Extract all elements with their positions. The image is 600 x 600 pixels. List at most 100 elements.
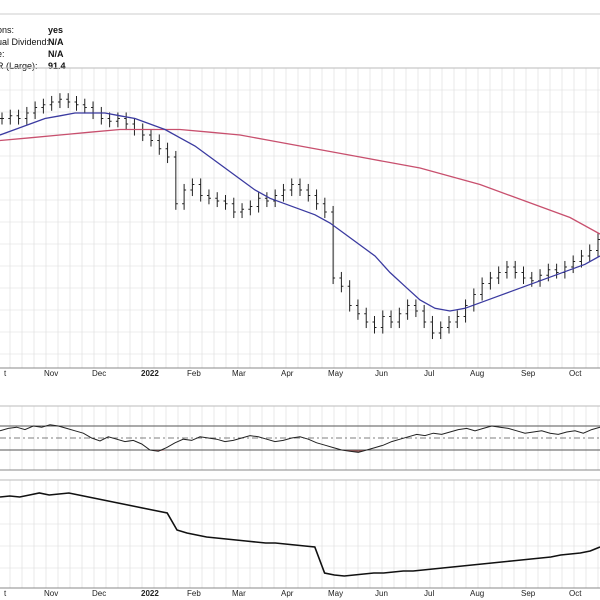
price-bar <box>24 106 29 125</box>
price-bar <box>314 189 319 210</box>
x-tick-label: Nov <box>44 369 58 378</box>
x-tick-label: Oct <box>569 369 582 378</box>
x-tick-label: Sep <box>521 589 536 598</box>
price-bar <box>223 194 228 210</box>
relative-strength-line <box>0 492 600 577</box>
price-bar <box>74 95 79 111</box>
price-bar <box>240 203 245 219</box>
x-axis-labels: t t Nov Nov Dec Dec 2022 2022 Feb Feb Mar Mar Apr Apr… <box>4 369 582 598</box>
info-value-e: N/A <box>48 49 64 59</box>
x-tick-label: Oct <box>569 589 582 598</box>
price-bar <box>289 178 294 197</box>
x-tick-label: Feb <box>187 369 201 378</box>
grid-layer <box>0 68 600 588</box>
x-tick-label: t <box>4 589 7 598</box>
x-tick-label: Dec <box>92 369 106 378</box>
x-tick-label: Dec <box>92 589 106 598</box>
price-bar <box>66 93 71 109</box>
price-bar <box>124 112 129 131</box>
price-bar <box>397 307 402 329</box>
price-bar <box>389 310 394 329</box>
price-bar <box>488 271 493 290</box>
x-tick-label: 2022 <box>141 589 159 598</box>
x-tick-label: May <box>328 369 343 378</box>
info-label-atr: R (Large): <box>0 61 38 71</box>
info-label-options: ons: <box>0 25 14 35</box>
x-tick-label: Jul <box>424 369 434 378</box>
x-tick-label: Mar <box>232 369 246 378</box>
price-bar <box>587 244 592 263</box>
ma50-line <box>0 112 600 312</box>
x-tick-label: Apr <box>281 369 294 378</box>
x-tick-label: Jun <box>375 589 388 598</box>
price-bar <box>339 271 344 293</box>
price-bar <box>57 93 62 109</box>
price-bar <box>430 315 435 340</box>
x-tick-label: May <box>328 589 343 598</box>
price-bar <box>273 189 278 208</box>
panel-frames <box>0 13 600 589</box>
price-bar <box>480 277 485 301</box>
price-bar <box>380 310 385 334</box>
price-bar <box>157 134 162 155</box>
price-bar <box>521 266 526 285</box>
price-bar <box>306 183 311 202</box>
x-tick-label: Nov <box>44 589 58 598</box>
price-bar <box>438 321 443 340</box>
x-tick-label: 2022 <box>141 369 159 378</box>
info-label-e: e: <box>0 49 5 59</box>
price-bar <box>413 299 418 318</box>
price-bar <box>182 183 187 210</box>
ma200-line <box>0 128 600 235</box>
price-bar <box>504 260 509 279</box>
price-bar <box>447 315 451 334</box>
price-bar <box>571 255 576 274</box>
price-bar <box>422 304 427 329</box>
price-bar <box>364 307 369 329</box>
price-bar <box>206 189 211 205</box>
price-bar <box>0 112 4 125</box>
price-bar <box>355 299 360 320</box>
x-tick-label: Sep <box>521 369 536 378</box>
price-bar <box>8 109 13 125</box>
price-bar <box>463 299 468 323</box>
price-bar <box>281 183 286 202</box>
price-bar <box>298 178 302 197</box>
x-tick-label: Aug <box>470 369 484 378</box>
price-bar <box>215 192 220 208</box>
indicator-line <box>0 424 600 453</box>
info-value-atr: 91.4 <box>48 61 66 71</box>
info-value-options: yes <box>48 25 63 35</box>
price-bar <box>331 205 336 285</box>
price-bar <box>82 98 87 114</box>
price-bar <box>579 249 584 268</box>
price-bar <box>173 150 178 210</box>
price-bar <box>405 299 410 320</box>
price-bar <box>107 112 112 128</box>
relative-panel <box>0 492 600 577</box>
price-bar <box>33 101 38 120</box>
x-tick-label: Feb <box>187 589 201 598</box>
price-bar <box>496 266 501 285</box>
x-tick-label: Jun <box>375 369 388 378</box>
price-bar <box>347 280 352 312</box>
price-bar <box>190 178 195 197</box>
info-panel: ons: yes ual Dividend: N/A e: N/A R (Lar… <box>0 25 66 71</box>
price-bar <box>322 197 327 219</box>
x-tick-label: Mar <box>232 589 246 598</box>
price-bar <box>49 95 54 111</box>
price-bar <box>16 109 21 125</box>
info-value-dividend: N/A <box>48 37 64 47</box>
price-bar <box>256 192 261 213</box>
x-tick-label: Apr <box>281 589 294 598</box>
x-tick-label: Jul <box>424 589 434 598</box>
price-bar <box>372 315 377 334</box>
price-bar <box>248 200 253 216</box>
price-panel <box>0 93 600 340</box>
price-bar <box>149 128 153 147</box>
x-tick-label: t <box>4 369 7 378</box>
price-bar <box>455 310 460 329</box>
price-bar <box>41 98 46 114</box>
price-bar <box>231 197 236 219</box>
